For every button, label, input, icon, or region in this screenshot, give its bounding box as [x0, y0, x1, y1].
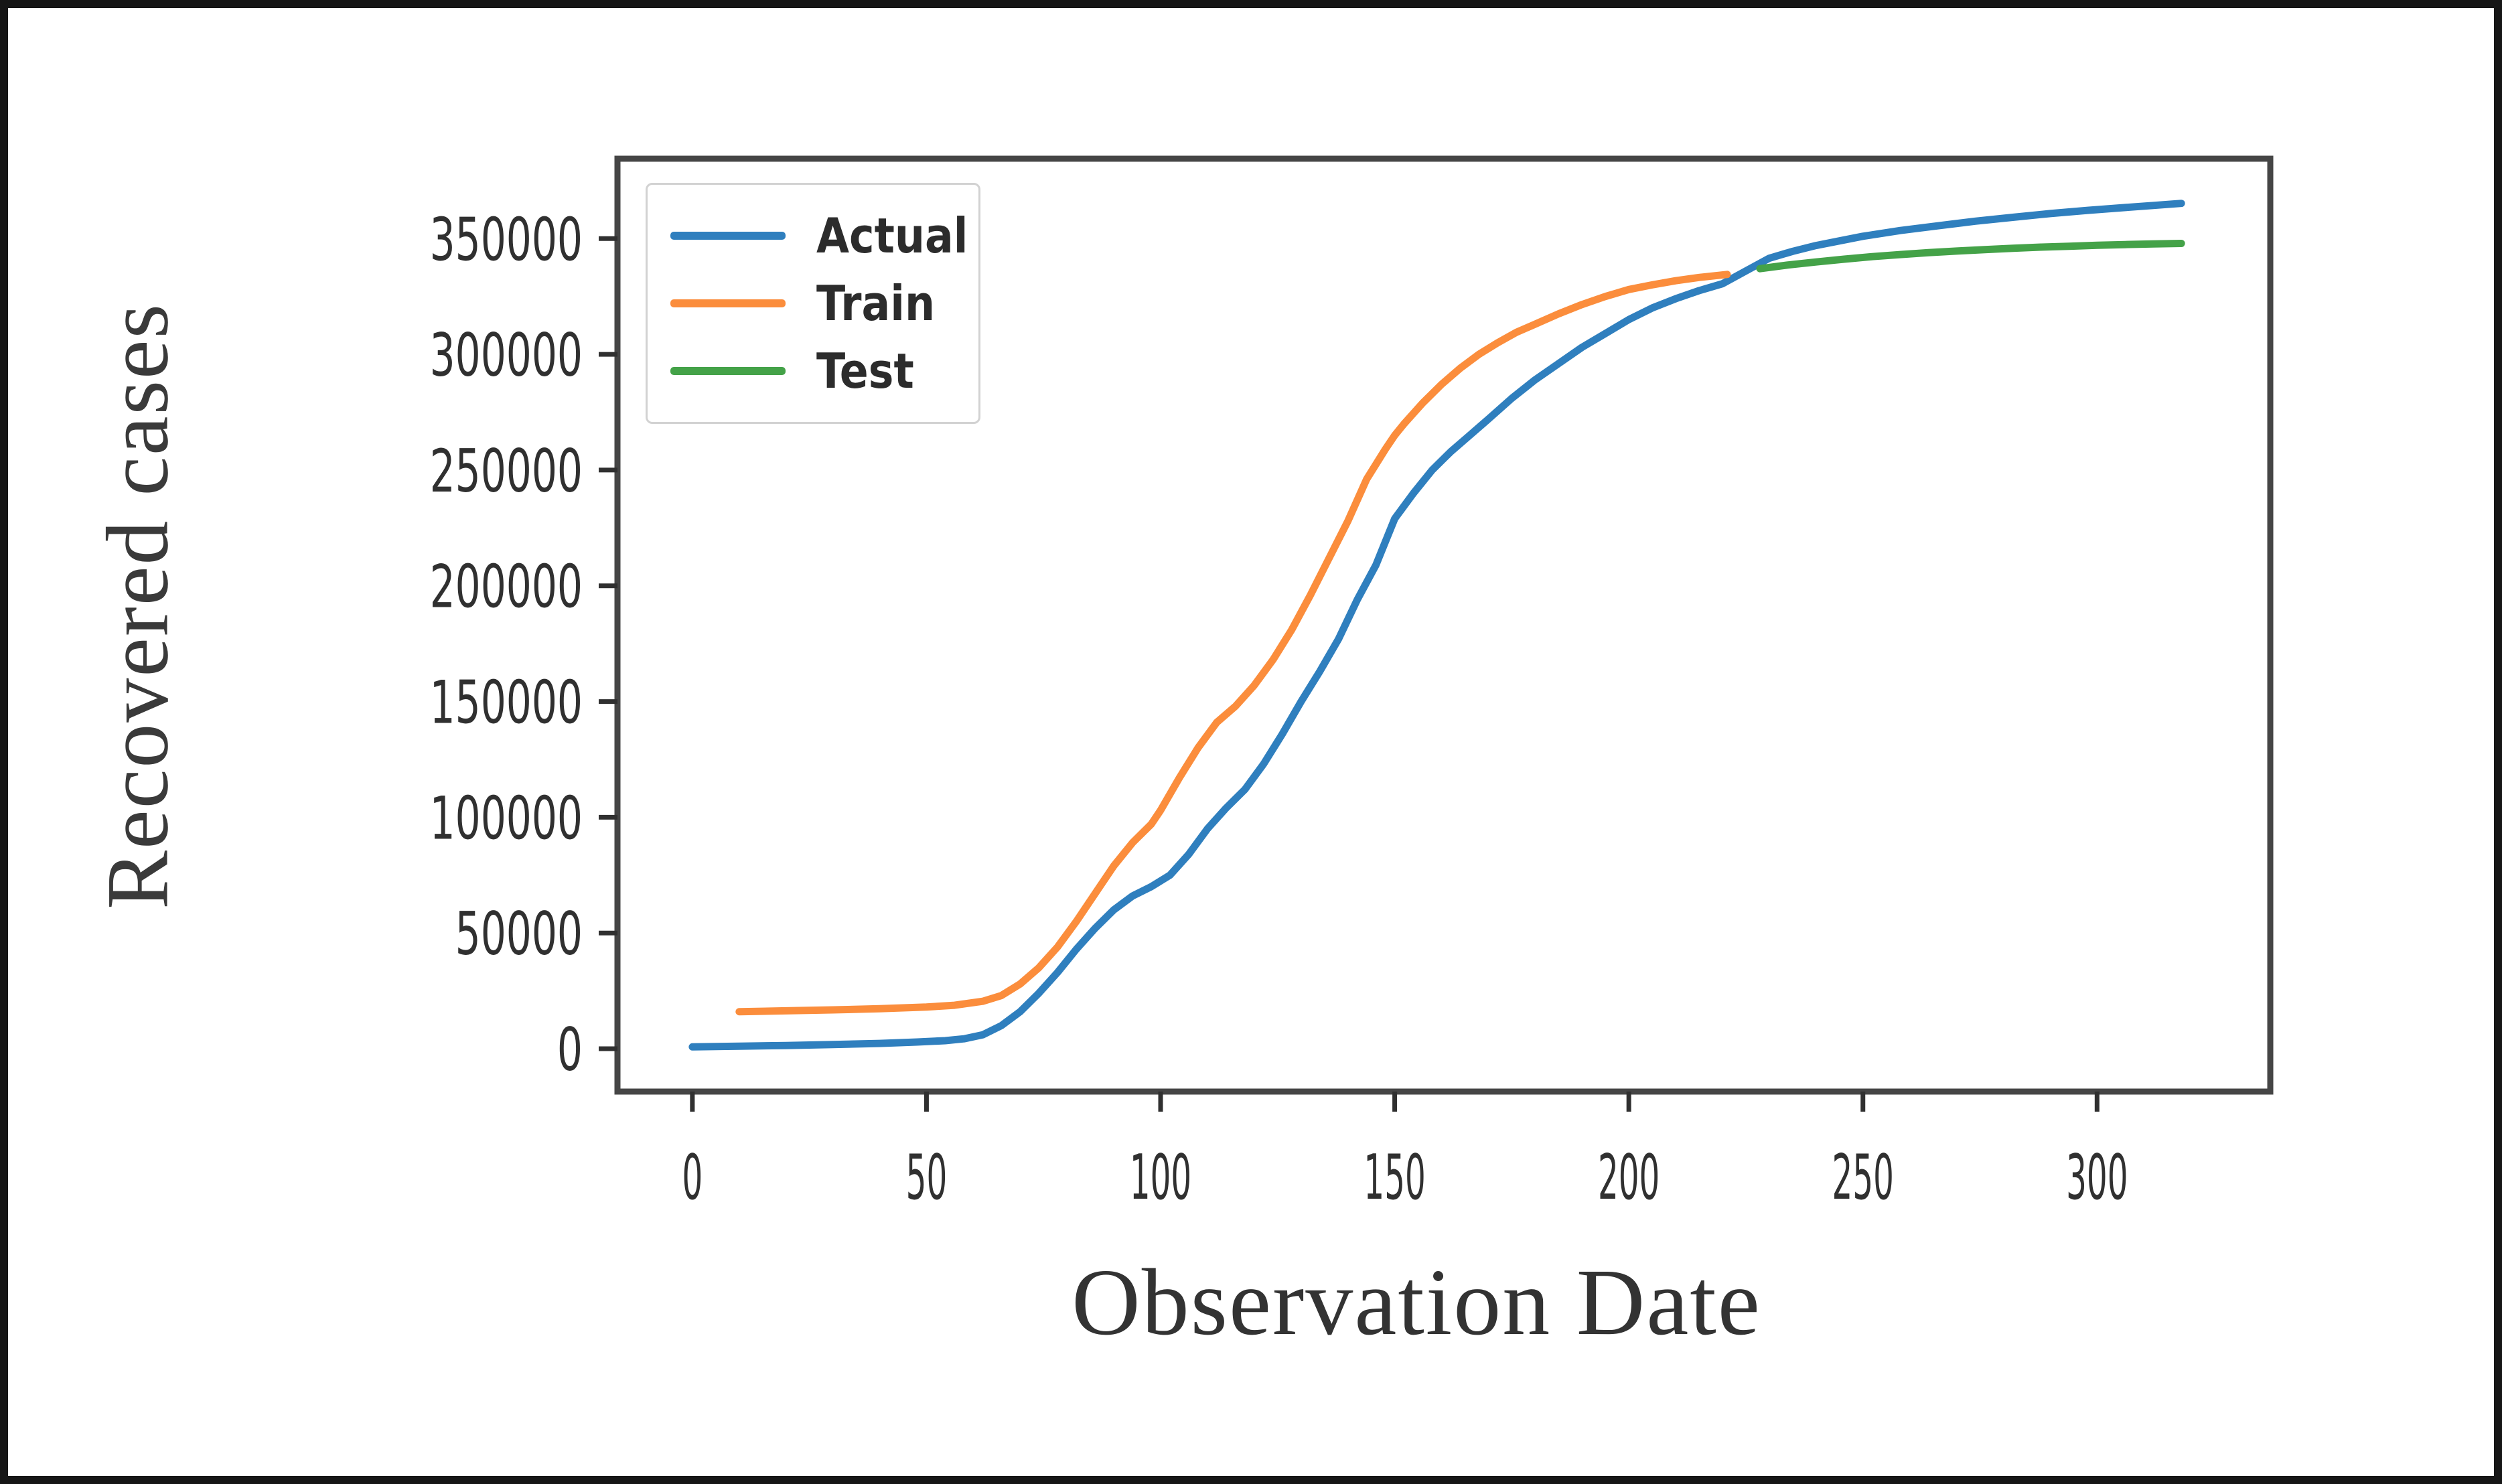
legend-line-sample-test — [670, 366, 786, 375]
y-axis-label: Recovered cases — [88, 303, 187, 909]
y-tick-label: 250000 — [430, 437, 583, 506]
legend-label: Test — [816, 342, 914, 399]
y-tick-label: 350000 — [430, 205, 583, 274]
x-tick-label: 50 — [906, 1142, 948, 1213]
series-line-train — [735, 271, 1731, 1016]
x-tick-label: 0 — [682, 1142, 703, 1213]
series-line-actual — [688, 200, 2185, 1051]
series-line-test — [1756, 240, 2185, 273]
x-tick-label: 200 — [1598, 1142, 1660, 1213]
legend-line-sample-train — [670, 299, 786, 307]
x-tick-label: 100 — [1130, 1142, 1191, 1213]
legend-box: Actual Train Test — [646, 183, 980, 424]
x-tick-label: 150 — [1364, 1142, 1425, 1213]
axes-spines — [614, 155, 2274, 1095]
y-tick-label: 300000 — [430, 321, 583, 390]
y-tick-label: 150000 — [430, 668, 583, 737]
legend-item-train: Train — [670, 275, 956, 331]
legend-label: Actual — [816, 208, 968, 265]
legend-line-sample-actual — [670, 232, 786, 240]
x-axis-label: Observation Date — [1072, 1249, 1761, 1355]
legend-item-test: Test — [670, 343, 956, 399]
x-tick-label: 300 — [2066, 1142, 2128, 1213]
y-tick-label: 100000 — [430, 784, 583, 853]
legend-item-actual: Actual — [670, 208, 968, 264]
y-tick-label: 200000 — [430, 552, 583, 621]
legend-label: Train — [816, 275, 936, 331]
y-tick-label: 50000 — [455, 899, 583, 968]
x-tick-label: 250 — [1832, 1142, 1894, 1213]
y-tick-label: 0 — [557, 1015, 583, 1084]
